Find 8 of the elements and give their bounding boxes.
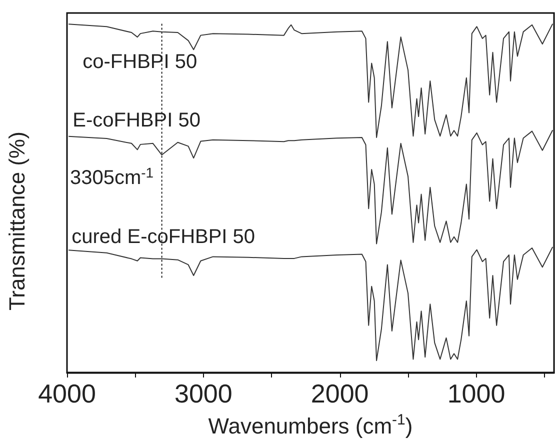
series-label: E-coFHBPI 50 bbox=[72, 109, 200, 132]
x-tick-label: 2000 bbox=[310, 378, 369, 408]
x-tick-label: 3000 bbox=[174, 378, 232, 408]
x-tick-label: 4000 bbox=[38, 378, 96, 408]
x-tick-label: 1000 bbox=[447, 378, 506, 408]
y-axis-title: Transmittance (%) bbox=[4, 132, 30, 310]
series-label: cured E-coFHBPI 50 bbox=[72, 226, 256, 248]
series-label: co-FHBPI 50 bbox=[82, 51, 198, 74]
